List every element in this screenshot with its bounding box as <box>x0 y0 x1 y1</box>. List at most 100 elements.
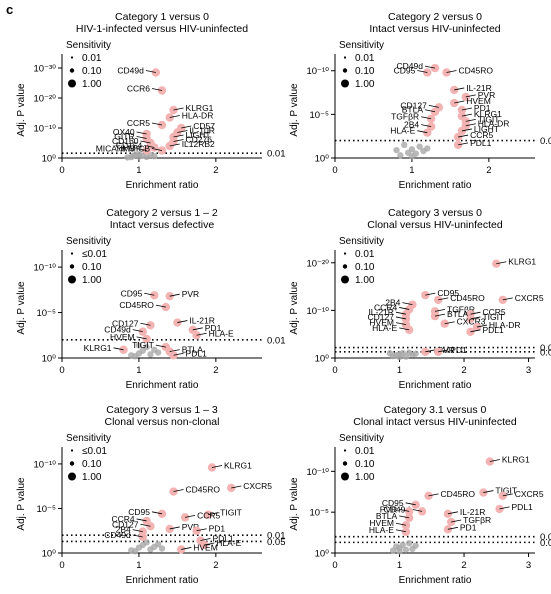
y-tick-label: 10⁻³⁰ <box>33 64 56 75</box>
data-point <box>457 126 467 136</box>
sensitivity-legend-label: 0.01 <box>82 53 102 64</box>
label-leader-line <box>444 321 455 325</box>
data-point-nonsignificant <box>412 350 419 357</box>
label-leader-line <box>502 493 513 497</box>
label-leader-line <box>447 511 458 515</box>
point-label: CCR6 <box>127 84 150 94</box>
label-leader-line <box>434 308 446 312</box>
label-leader-line <box>483 490 494 493</box>
sensitivity-legend-label: 0.10 <box>355 459 375 470</box>
x-tick-label: 0 <box>332 365 337 376</box>
data-point <box>466 314 475 324</box>
threshold-label: 0.01 <box>267 531 286 542</box>
label-leader-line <box>461 113 473 117</box>
data-point-nonsignificant <box>393 146 400 154</box>
label-leader-line <box>454 87 465 91</box>
point-label: LIGHT <box>186 130 211 140</box>
point-label: PDL1 <box>212 534 234 544</box>
threshold-label: 0.05 <box>540 347 551 358</box>
point-label: HLA-DR <box>478 119 510 129</box>
sensitivity-legend-label: 1.00 <box>355 79 375 90</box>
label-leader-line <box>173 139 184 142</box>
label-leader-line <box>457 134 469 138</box>
y-tick-label: 10⁰ <box>315 549 330 560</box>
figure-panel-label: c <box>6 2 13 17</box>
point-label: HVEM <box>466 96 491 106</box>
label-leader-line <box>417 130 428 134</box>
point-label: TIM3 <box>115 144 135 154</box>
sensitivity-legend-label: 1.00 <box>82 472 102 483</box>
point-label: HVEM <box>369 318 394 328</box>
label-leader-line <box>496 261 507 265</box>
data-point <box>453 140 463 150</box>
sensitivity-legend-marker <box>69 264 75 269</box>
point-label: HVEM <box>193 542 218 552</box>
panel-title: Category 2 versus 0 <box>388 11 482 23</box>
sensitivity-legend-title: Sensitivity <box>66 433 111 444</box>
point-label: CXCR5 <box>243 481 272 491</box>
label-leader-line <box>438 297 449 301</box>
point-label: CD160 <box>112 136 139 146</box>
label-leader-line <box>169 293 180 297</box>
y-tick-label: 10⁻²⁰ <box>33 94 56 105</box>
y-tick-label: 10⁰ <box>42 354 57 365</box>
label-leader-line <box>208 512 219 516</box>
sensitivity-legend-marker <box>341 275 349 284</box>
data-point <box>485 457 495 466</box>
x-axis-label: Enrichment ratio <box>399 380 472 391</box>
sensitivity-legend-marker <box>343 56 347 59</box>
point-label: CXCR5 <box>515 293 544 303</box>
label-leader-line <box>192 327 203 331</box>
x-axis-label: Enrichment ratio <box>126 575 199 586</box>
y-axis-label: Adj. P value <box>289 83 300 137</box>
label-leader-line <box>454 100 465 104</box>
sensitivity-legend-label: 0.10 <box>82 459 102 470</box>
x-tick-label: 2 <box>461 365 466 376</box>
y-axis-label: Adj. P value <box>289 477 300 531</box>
point-label: HLA-E <box>390 126 415 136</box>
x-tick-label: 1 <box>136 560 141 571</box>
x-axis-label: Enrichment ratio <box>126 180 199 191</box>
label-leader-line <box>465 94 476 98</box>
label-leader-line <box>132 534 143 538</box>
label-leader-line <box>395 522 407 526</box>
panel-title: Category 2 versus 1 – 2 <box>106 207 218 219</box>
label-leader-line <box>425 292 436 296</box>
data-point-nonsignificant <box>135 151 143 158</box>
data-point <box>119 345 128 355</box>
panel-subtitle: Intact versus HIV-uninfected <box>369 23 500 35</box>
y-tick-label: 10⁰ <box>315 354 330 365</box>
threshold-label: 0.05 <box>540 538 551 549</box>
data-point <box>434 347 443 357</box>
x-axis-label: Enrichment ratio <box>399 180 472 191</box>
label-leader-line <box>177 320 188 323</box>
data-point <box>442 68 451 77</box>
point-label: GITR <box>114 132 134 142</box>
y-tick-label: 10⁻¹⁰ <box>306 306 329 317</box>
label-leader-line <box>181 547 192 550</box>
point-label: CD49d <box>384 504 411 514</box>
label-leader-line <box>399 327 410 331</box>
point-label: CD95 <box>437 288 459 298</box>
x-tick-label: 2 <box>486 165 491 176</box>
sensitivity-legend-label: 0.10 <box>355 262 375 273</box>
sensitivity-legend-marker <box>343 252 347 255</box>
data-point-nonsignificant <box>131 352 139 360</box>
data-point-nonsignificant <box>143 343 150 351</box>
data-point-nonsignificant <box>124 154 131 161</box>
point-label: CD45RO <box>459 65 494 75</box>
panel-subtitle: Clonal intact versus HIV-uninfected <box>353 416 517 428</box>
label-leader-line <box>502 297 513 301</box>
point-label: HVEM <box>369 518 394 528</box>
sensitivity-legend-title: Sensitivity <box>339 433 384 444</box>
y-tick-label: 10⁰ <box>315 154 330 165</box>
label-leader-line <box>169 526 180 530</box>
y-tick-label: 10⁻⁵ <box>309 110 329 121</box>
point-label: LIGHT <box>474 124 499 134</box>
x-axis-label: Enrichment ratio <box>399 575 472 586</box>
label-leader-line <box>395 316 407 320</box>
point-label: PDL1 <box>186 348 208 358</box>
threshold-label: 0.05 <box>267 537 286 548</box>
point-label: CXCR5 <box>515 489 544 499</box>
